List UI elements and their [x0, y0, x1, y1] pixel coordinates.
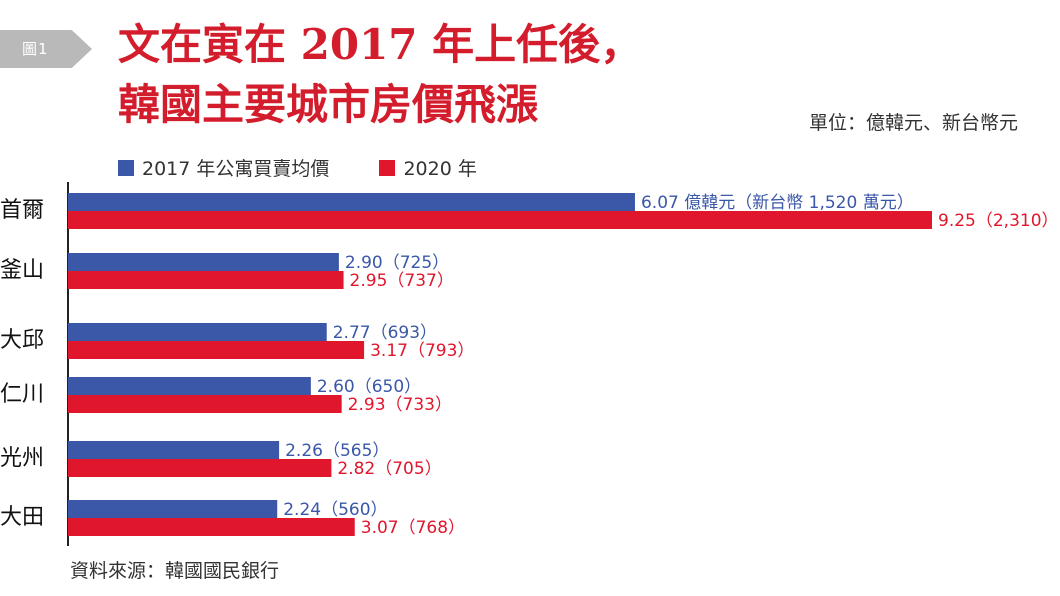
unit-label: 單位：億韓元、新台幣元 — [808, 112, 1018, 134]
bar-2020 — [68, 518, 355, 536]
data-label-2020: 2.95（737） — [350, 271, 454, 291]
data-label-2017: 2.90（725） — [345, 253, 449, 273]
figure-badge: 圖1 — [0, 30, 92, 68]
legend: 2017 年公寓買賣均價 2020 年 — [118, 154, 521, 181]
bar-2017 — [68, 193, 635, 211]
bar-2020 — [68, 271, 344, 289]
category-label: 仁川 — [0, 382, 44, 407]
legend-item-2020: 2020 年 — [379, 154, 477, 181]
data-label-2017: 2.60（650） — [317, 377, 421, 397]
bar-2020 — [68, 211, 932, 229]
bar-2020 — [68, 341, 365, 359]
data-label-2017: 2.24（560） — [283, 500, 387, 520]
bar-2017 — [68, 377, 311, 395]
category-label: 大田 — [0, 505, 44, 530]
category-label: 光州 — [0, 446, 44, 471]
category-label: 大邱 — [0, 328, 44, 353]
chart-title-line-1: 文在寅在 2017 年上任後， — [118, 20, 643, 69]
data-label-2020: 3.07（768） — [361, 518, 465, 538]
data-label-2017: 6.07 億韓元（新台幣 1,520 萬元） — [641, 193, 914, 213]
data-label-2020: 2.93（733） — [348, 395, 452, 415]
source-note: 資料來源：韓國國民銀行 — [70, 560, 280, 582]
bar-2017 — [68, 441, 280, 459]
data-label-2020: 2.82（705） — [337, 459, 441, 479]
legend-label-2020: 2020 年 — [403, 158, 477, 180]
chart-title-line-2: 韓國主要城市房價飛漲 — [118, 80, 539, 129]
legend-item-2017: 2017 年公寓買賣均價 — [118, 154, 329, 181]
bar-2017 — [68, 253, 339, 271]
bar-2017 — [68, 500, 278, 518]
bar-2017 — [68, 323, 327, 341]
bar-2020 — [68, 459, 332, 477]
data-label-2017: 2.26（565） — [285, 441, 389, 461]
data-label-2017: 2.77（693） — [333, 323, 437, 343]
legend-swatch-2017 — [118, 159, 134, 176]
category-label: 釜山 — [0, 258, 44, 283]
data-label-2020: 3.17（793） — [370, 341, 474, 361]
category-label: 首爾 — [0, 198, 44, 223]
bar-2020 — [68, 395, 342, 413]
data-label-2020: 9.25（2,310） — [938, 211, 1059, 231]
legend-label-2017: 2017 年公寓買賣均價 — [142, 158, 330, 180]
legend-swatch-2020 — [379, 159, 396, 176]
figure-badge-label: 圖1 — [22, 40, 49, 58]
